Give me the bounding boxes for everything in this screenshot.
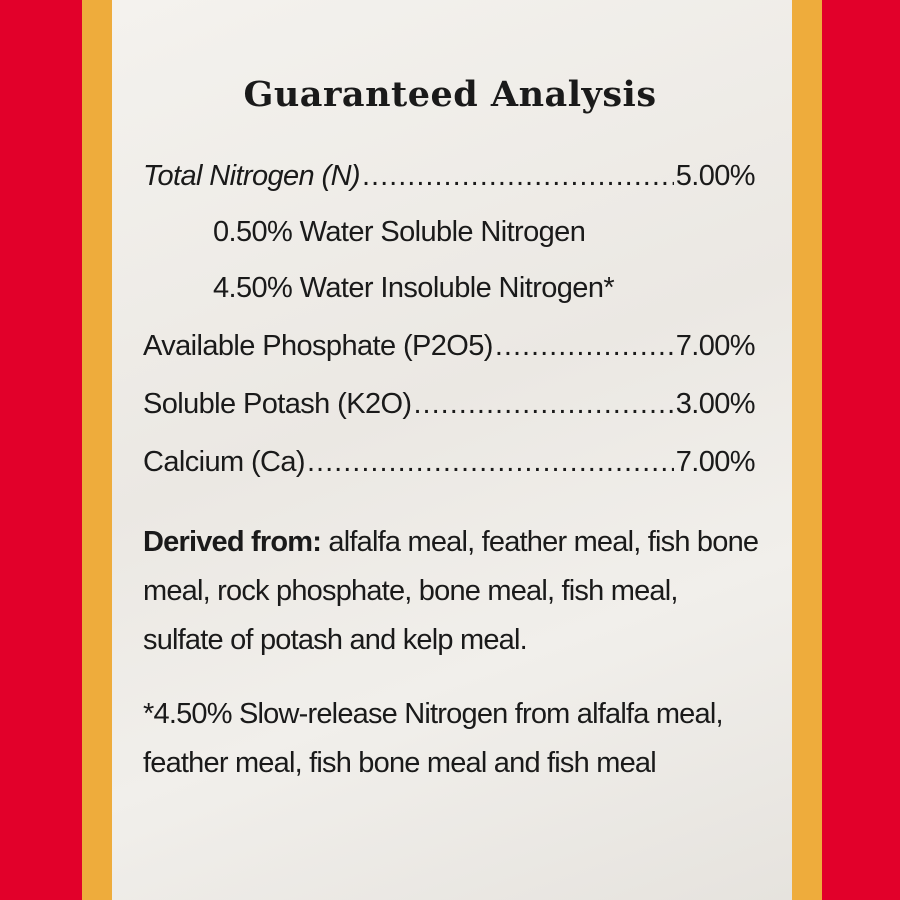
row-value: 7.00% (675, 330, 756, 362)
row-label: Calcium (Ca) (143, 446, 306, 478)
analysis-row-nitrogen: Total Nitrogen (N) 5.00% (143, 160, 756, 193)
row-label: Available Phosphate (P2O5) (143, 330, 493, 362)
label-title: Guaranteed Analysis (243, 74, 657, 115)
analysis-row-phosphate: Available Phosphate (P2O5) 7.00% (143, 330, 756, 363)
derived-from-paragraph: Derived from: alfalfa meal, feather meal… (143, 518, 763, 665)
sub-item-insoluble: 4.50% Water Insoluble Nitrogen* (213, 272, 615, 304)
leader-dots (307, 446, 674, 479)
analysis-row-potash: Soluble Potash (K2O) 3.00% (143, 388, 756, 421)
row-label: Soluble Potash (K2O) (143, 388, 412, 420)
row-value: 7.00% (675, 446, 756, 478)
analysis-row-calcium: Calcium (Ca) 7.00% (143, 446, 756, 479)
derived-heading: Derived from: (143, 526, 322, 558)
leader-dots (362, 160, 674, 193)
leader-dots (414, 388, 674, 421)
row-value: 3.00% (675, 388, 756, 420)
row-label: Total Nitrogen (N) (143, 160, 361, 192)
leader-dots (495, 330, 674, 363)
derived-text: alfalfa meal, feather meal, fish bone me… (143, 526, 759, 656)
footnote: *4.50% Slow-release Nitrogen from alfalf… (143, 698, 724, 779)
row-value: 5.00% (675, 160, 756, 192)
sub-item-soluble: 0.50% Water Soluble Nitrogen (213, 216, 586, 248)
